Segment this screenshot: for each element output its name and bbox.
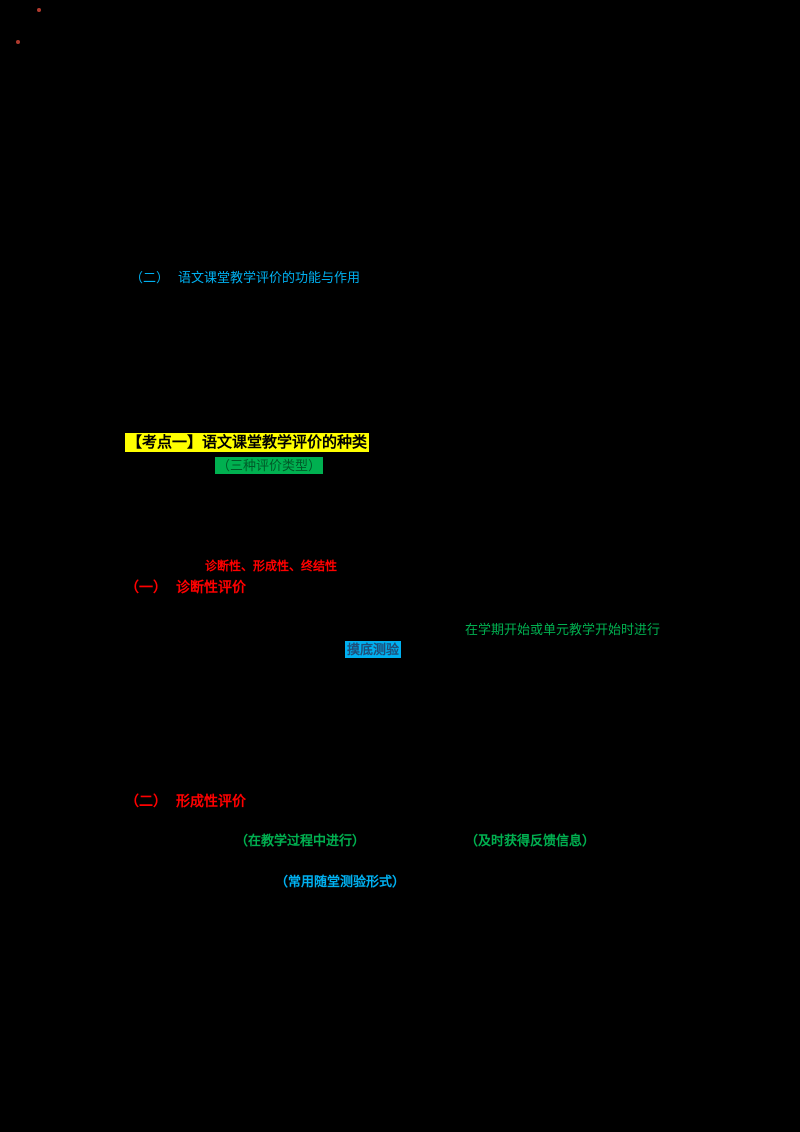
formative-number: （二）: [125, 793, 167, 809]
diagnostic-term-text: 摸底测验: [345, 641, 402, 658]
exam-point-1-note-text: （三种评价类型）: [215, 457, 324, 474]
exam-point-1-note: （三种评价类型）: [215, 457, 324, 474]
evaluation-types-note: 诊断性、形成性、终结性: [205, 559, 338, 573]
section-2-heading: （二） 语文课堂教学评价的功能与作用: [130, 270, 360, 286]
formative-feedback-note: （及时获得反馈信息）: [465, 833, 596, 848]
section-2-title: 语文课堂教学评价的功能与作用: [178, 270, 361, 285]
formative-time-note: （在教学过程中进行）: [235, 833, 366, 848]
diagnostic-number: （一）: [125, 579, 167, 595]
formative-heading: （二） 形成性评价: [125, 793, 246, 811]
section-2-number: （二）: [130, 270, 170, 285]
red-speck-icon: [37, 8, 41, 12]
exam-point-1-heading: 【考点一】语文课堂教学评价的种类: [125, 433, 370, 453]
diagnostic-heading: （一） 诊断性评价: [125, 579, 246, 597]
diagnostic-term: 摸底测验: [345, 641, 402, 658]
diagnostic-title: 诊断性评价: [176, 579, 246, 595]
formative-title: 形成性评价: [176, 793, 246, 809]
formative-form-note: （常用随堂测验形式）: [275, 874, 406, 889]
diagnostic-time-note: 在学期开始或单元教学开始时进行: [465, 622, 661, 637]
exam-point-1-text: 【考点一】语文课堂教学评价的种类: [125, 433, 370, 452]
red-speck-icon: [16, 40, 20, 44]
